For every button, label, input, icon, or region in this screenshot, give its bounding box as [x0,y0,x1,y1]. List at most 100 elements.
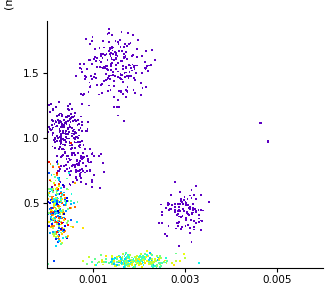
Point [134,261,140,266]
Point [58,155,64,160]
Point [54,189,60,194]
Point [189,212,194,216]
Point [172,208,177,213]
Point [56,218,62,223]
Point [140,256,145,261]
Point [80,70,85,74]
Point [117,254,122,259]
Point [73,73,78,78]
Point [56,220,61,225]
Point [57,204,62,209]
Point [179,215,184,219]
Point [49,207,54,212]
Point [75,158,80,163]
Point [169,261,174,266]
Point [52,203,57,208]
Point [148,262,153,267]
Point [74,169,79,174]
Point [61,185,67,190]
Point [55,209,60,214]
Point [158,256,163,260]
Point [68,119,73,124]
Point [61,211,67,216]
Point [70,143,75,148]
Point [49,197,54,201]
Point [105,31,110,36]
Point [84,66,90,71]
Point [77,128,82,132]
Point [50,206,56,210]
Point [80,123,85,127]
Point [108,87,113,92]
Point [115,39,120,44]
Point [146,253,151,258]
Point [56,215,62,220]
Point [183,203,189,208]
Point [61,203,66,208]
Point [111,260,116,265]
Point [191,225,196,230]
Point [53,199,59,204]
Point [76,140,81,145]
Point [78,180,83,185]
Point [97,58,102,63]
Point [58,125,64,130]
Point [123,262,129,267]
Point [143,256,148,261]
Point [45,261,51,266]
Point [88,168,93,173]
Point [109,61,114,66]
Point [142,255,147,260]
Point [100,39,105,44]
Point [48,189,53,194]
Point [168,192,174,197]
Point [122,259,127,264]
Point [74,169,79,173]
Point [175,208,180,213]
Point [57,147,62,151]
Point [78,170,84,175]
Point [53,220,58,225]
Point [45,212,51,217]
Point [180,207,185,212]
Point [117,48,122,53]
Point [59,113,64,117]
Point [78,114,84,119]
Point [82,74,87,79]
Point [160,260,165,265]
Point [44,192,50,197]
Point [110,257,115,262]
Point [46,186,52,191]
Point [114,57,119,61]
Point [69,134,75,139]
Point [103,64,109,69]
Point [137,258,142,262]
Point [130,263,135,268]
Point [46,160,52,164]
Point [52,121,57,126]
Point [67,123,72,127]
Point [51,200,56,205]
Point [144,65,149,70]
Point [62,197,67,202]
Point [62,224,68,228]
Point [67,206,72,210]
Point [64,131,70,136]
Point [89,178,95,183]
Point [64,163,69,168]
Point [125,30,131,35]
Point [72,205,77,209]
Point [68,116,73,121]
Point [69,157,74,162]
Point [89,39,94,43]
Point [139,254,144,259]
Point [61,190,67,195]
Point [61,153,66,158]
Point [139,261,144,266]
Point [108,259,114,264]
Point [110,46,115,51]
Point [134,46,139,51]
Point [61,117,67,122]
Point [48,127,53,132]
Point [124,254,129,259]
